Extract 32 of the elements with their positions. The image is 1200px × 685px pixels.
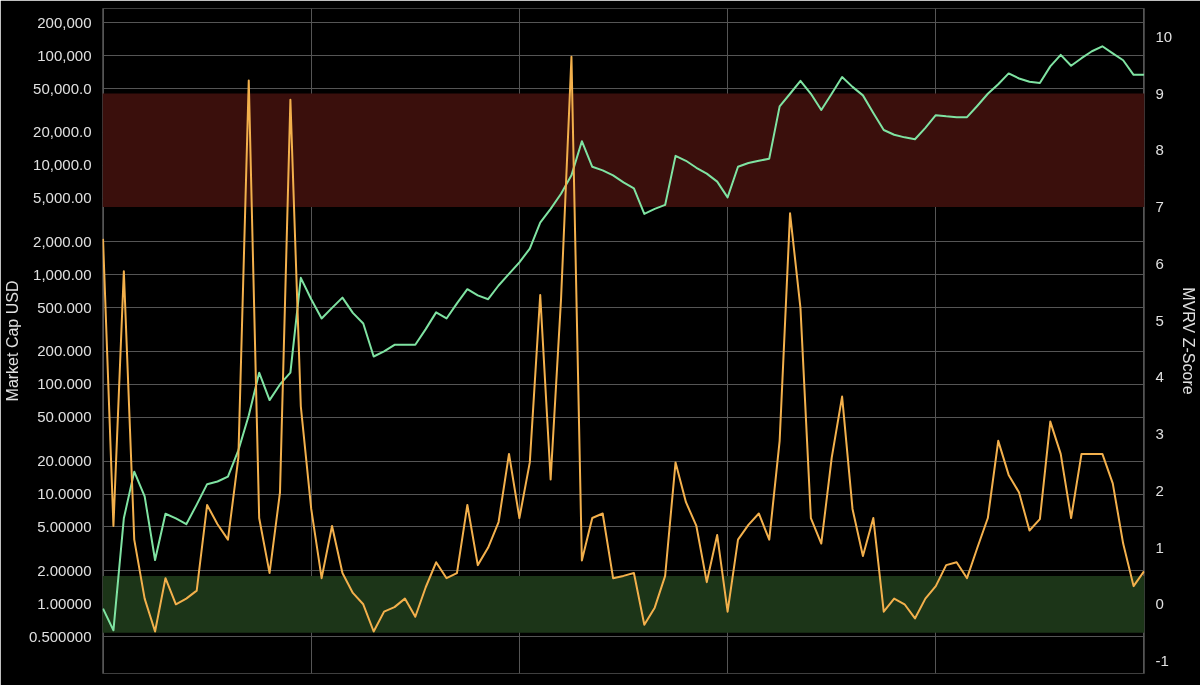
- y-tick-label: 10,000.0: [33, 156, 92, 174]
- y-tick-label: 50.0000: [37, 408, 92, 426]
- y2-tick-label: 4: [1155, 368, 1164, 386]
- y-tick-label: 200,000: [37, 13, 92, 31]
- y-tick-label: 5.00000: [37, 517, 92, 535]
- y-tick-label: 100.000: [37, 375, 92, 393]
- y-tick-label: 2.00000: [37, 561, 92, 579]
- y2-tick-label: 9: [1155, 84, 1164, 102]
- y2-tick-label: 8: [1155, 141, 1164, 159]
- y-tick-label: 1.00000: [37, 594, 92, 612]
- y-tick-label: 5,000.00: [33, 189, 92, 207]
- y-tick-label: 0.500000: [28, 627, 92, 645]
- y2-tick-label: 5: [1155, 311, 1164, 329]
- y-tick-label: 50,000.0: [33, 79, 92, 97]
- y2-tick-label: 0: [1155, 595, 1164, 613]
- y-tick-label: 500.000: [37, 298, 92, 316]
- y-tick-label: 2,000.00: [33, 232, 92, 250]
- y-axis-title: Market Cap USD: [3, 280, 21, 402]
- y-tick-label: 20.0000: [37, 452, 92, 470]
- y2-tick-label: 2: [1155, 481, 1164, 499]
- y-tick-label: 100,000: [37, 46, 92, 64]
- y-tick-label: 10.0000: [37, 485, 92, 503]
- y2-tick-label: -1: [1155, 652, 1169, 670]
- y2-tick-label: 1: [1155, 538, 1164, 556]
- y2-axis-title: MVRV Z-Score: [1180, 287, 1198, 395]
- y2-tick-label: 6: [1155, 254, 1164, 272]
- y-tick-label: 1,000.00: [33, 265, 92, 283]
- y2-tick-label: 10: [1155, 27, 1173, 45]
- y-tick-label: 20,000.0: [33, 123, 92, 141]
- y2-tick-label: 3: [1155, 425, 1164, 443]
- y2-tick-label: 7: [1155, 198, 1164, 216]
- y-tick-label: 200.000: [37, 342, 92, 360]
